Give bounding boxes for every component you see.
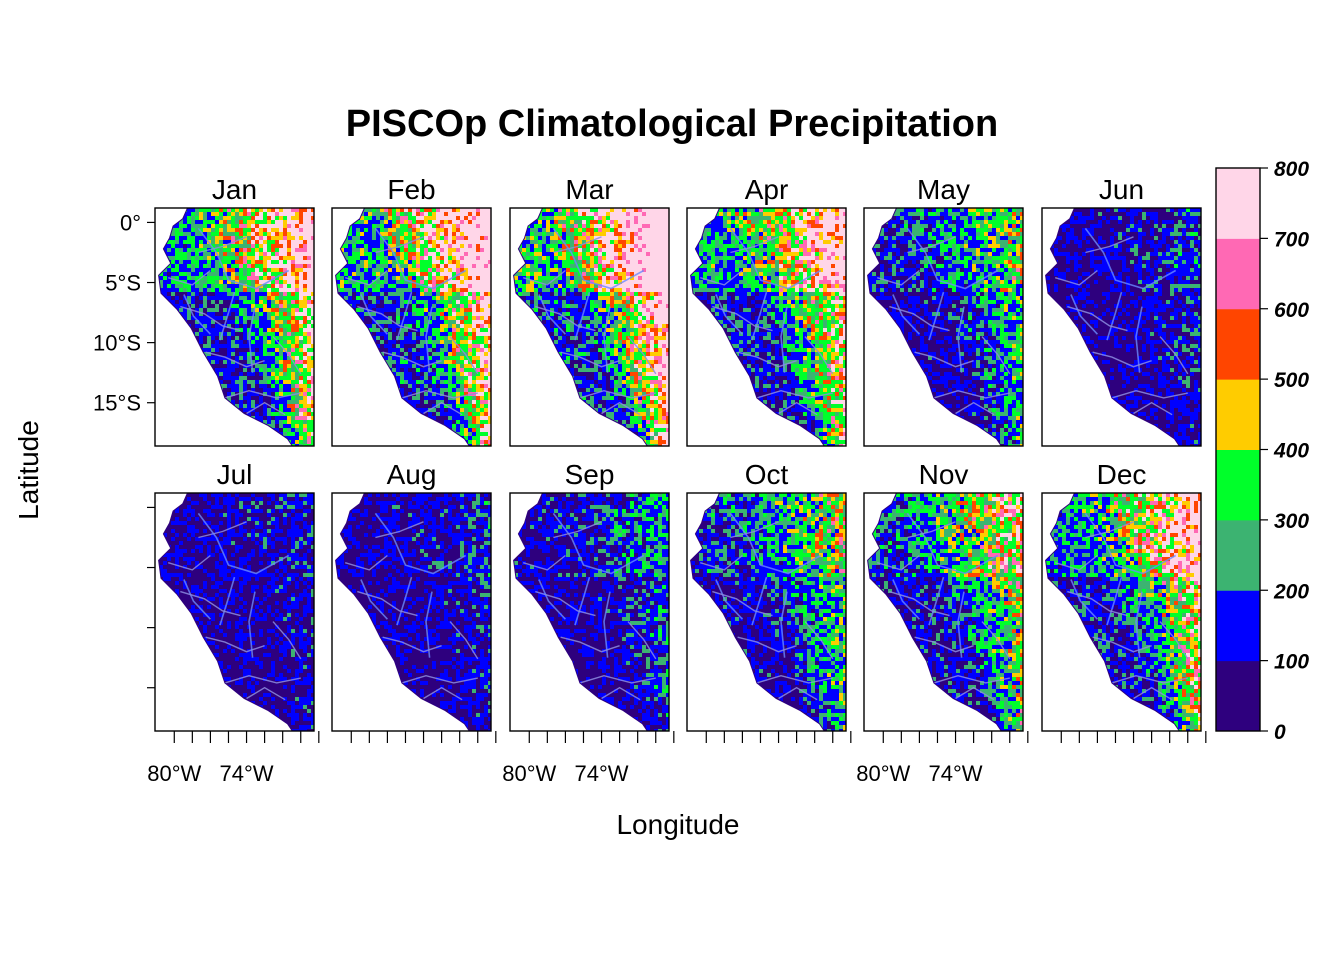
precip-raster	[690, 493, 846, 731]
precip-raster	[335, 493, 491, 731]
panel-label: Jan	[212, 174, 257, 205]
precip-raster	[158, 493, 314, 731]
panel-frame	[509, 207, 670, 447]
panel-label: Oct	[745, 459, 789, 490]
panel-label: Aug	[387, 459, 437, 490]
color-key: 0 100 200 300 400 500 600 700 800	[1215, 158, 1309, 744]
panel-grid: Jan 0° 5°S 10°S 15°S Feb Mar Apr May Jun Jul 80°W 74…	[93, 174, 1207, 786]
precip-raster	[513, 208, 669, 446]
y-axis-label: Latitude	[13, 420, 44, 520]
panel-dec: Dec	[1041, 459, 1207, 743]
figure-title: PISCOp Climatological Precipitation	[346, 103, 998, 145]
panel-frame	[1041, 492, 1202, 732]
precip-raster	[158, 208, 314, 446]
panel-label: Jul	[217, 459, 253, 490]
color-key-swatch	[1216, 519, 1260, 591]
lon-tick-label: 74°W	[929, 761, 983, 786]
panel-frame	[331, 492, 492, 732]
precip-raster	[513, 493, 669, 731]
precip-raster	[690, 208, 846, 446]
color-key-label: 400	[1273, 440, 1309, 463]
color-key-label: 800	[1274, 158, 1309, 181]
color-key-label: 200	[1273, 580, 1309, 603]
panel-frame	[331, 207, 492, 447]
color-key-label: 500	[1274, 369, 1309, 392]
panel-label: Sep	[565, 459, 615, 490]
panel-label: Apr	[745, 174, 789, 205]
color-key-swatch	[1216, 168, 1260, 239]
panel-label: Mar	[565, 174, 613, 205]
lon-tick-label: 80°W	[502, 761, 556, 786]
panel-nov: Nov 80°W 74°W	[856, 459, 1029, 786]
precip-raster	[867, 493, 1023, 731]
lat-tick-label: 5°S	[105, 271, 141, 296]
lon-tick-label: 80°W	[856, 761, 910, 786]
color-key-label: 100	[1274, 651, 1309, 674]
panel-frame	[686, 207, 847, 447]
panel-jan: Jan 0° 5°S 10°S 15°S	[93, 174, 315, 447]
panel-frame	[863, 207, 1024, 447]
lon-tick-label: 80°W	[147, 761, 201, 786]
panel-label: May	[917, 174, 970, 205]
panel-frame	[154, 207, 315, 447]
panel-may: May	[863, 174, 1024, 447]
color-key-swatch	[1216, 660, 1260, 732]
color-key-label: 700	[1274, 228, 1309, 251]
panel-frame	[686, 492, 847, 732]
lat-tick-label: 10°S	[93, 331, 141, 356]
lon-tick-label: 74°W	[575, 761, 629, 786]
panel-label: Nov	[919, 459, 969, 490]
color-key-swatch	[1216, 238, 1260, 310]
panel-frame	[1041, 207, 1202, 447]
panel-label: Jun	[1099, 174, 1144, 205]
panel-aug: Aug	[331, 459, 497, 743]
panel-oct: Oct	[686, 459, 852, 743]
x-axis-label: Longitude	[616, 809, 739, 840]
panel-frame	[509, 492, 670, 732]
panel-jul: Jul 80°W 74°W	[147, 459, 320, 786]
panel-apr: Apr	[686, 174, 847, 447]
panel-jun: Jun	[1041, 174, 1202, 447]
panel-sep: Sep 80°W 74°W	[502, 459, 675, 786]
panel-label: Feb	[387, 174, 435, 205]
color-key-swatch	[1216, 308, 1260, 380]
color-key-label: 300	[1274, 510, 1309, 533]
color-key-swatch	[1216, 590, 1260, 662]
precip-raster	[1045, 493, 1201, 731]
color-key-swatch	[1216, 379, 1260, 450]
lon-tick-label: 74°W	[220, 761, 274, 786]
panel-frame	[154, 492, 315, 732]
lat-tick-label: 15°S	[93, 391, 141, 416]
panel-feb: Feb	[331, 174, 492, 447]
color-key-label: 600	[1274, 299, 1309, 322]
lat-tick-label: 0°	[120, 210, 141, 235]
precip-raster	[867, 208, 1023, 446]
color-key-swatch	[1216, 449, 1260, 521]
panel-label: Dec	[1097, 459, 1147, 490]
color-key-label: 0	[1274, 721, 1286, 744]
panel-frame	[863, 492, 1024, 732]
precip-raster	[335, 208, 491, 446]
precip-raster	[1045, 208, 1201, 446]
panel-mar: Mar	[509, 174, 670, 447]
